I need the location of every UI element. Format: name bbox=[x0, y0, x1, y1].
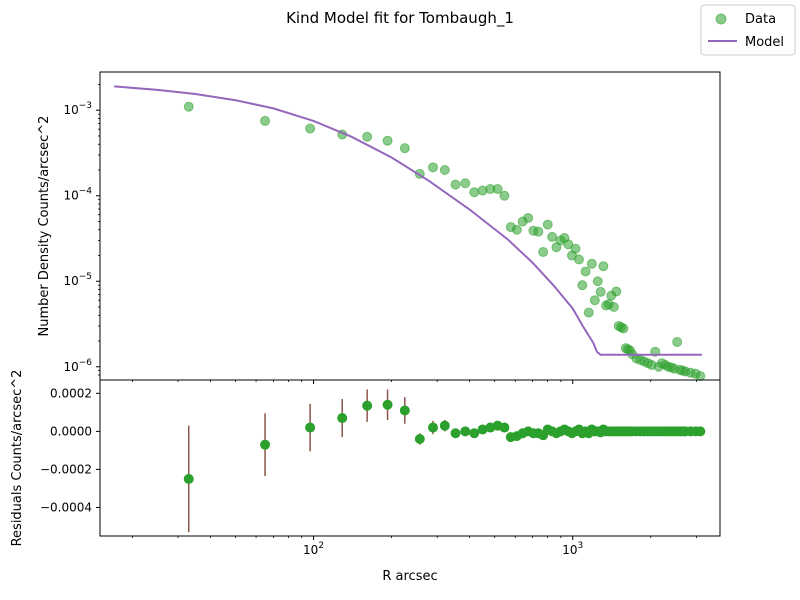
top-y-axis-label: Number Density Counts/arcsec^2 bbox=[37, 116, 52, 337]
top-y-tick-label: 10−5 bbox=[63, 272, 92, 288]
bottom-y-axis-label: Residuals Counts/arcsec^2 bbox=[10, 370, 25, 547]
data-point bbox=[399, 143, 410, 154]
bottom-y-tick-label: −0.0002 bbox=[40, 462, 92, 476]
data-point bbox=[469, 187, 480, 198]
legend-data-label: Data bbox=[745, 12, 776, 27]
bottom-y-tick-label: 0.0002 bbox=[50, 386, 92, 400]
residual-point bbox=[450, 428, 461, 439]
bottom-y-tick-label: −0.0004 bbox=[40, 500, 92, 514]
data-point bbox=[523, 212, 534, 223]
residual-point bbox=[469, 428, 480, 439]
data-point bbox=[608, 301, 619, 312]
data-point bbox=[492, 183, 503, 194]
chart-title: Kind Model fit for Tombaugh_1 bbox=[286, 9, 514, 28]
residual-point bbox=[382, 399, 393, 410]
bottom-y-ticks: 0.0002 0.0000 −0.0002 −0.0004 bbox=[40, 386, 100, 514]
data-point bbox=[672, 336, 683, 347]
data-point bbox=[577, 280, 588, 291]
bottom-panel: 0.0002 0.0000 −0.0002 −0.0004 102 103 Residu… bbox=[10, 370, 721, 584]
data-point bbox=[542, 219, 553, 230]
top-y-tick-label: 10−6 bbox=[63, 358, 92, 374]
data-point bbox=[547, 231, 558, 242]
data-point bbox=[595, 286, 606, 297]
data-point bbox=[586, 258, 597, 269]
top-y-tick-label: 10−4 bbox=[63, 187, 92, 203]
residual-point bbox=[337, 413, 348, 424]
residual-point bbox=[428, 422, 439, 433]
residual-point bbox=[399, 405, 410, 416]
data-point bbox=[611, 286, 622, 297]
x-ticks: 102 103 bbox=[131, 380, 697, 557]
data-point bbox=[538, 246, 549, 257]
x-tick-label: 102 bbox=[303, 541, 324, 557]
residual-point bbox=[695, 426, 706, 437]
data-point bbox=[598, 261, 609, 272]
residual-point bbox=[362, 400, 373, 411]
data-point bbox=[511, 224, 522, 235]
data-point bbox=[382, 135, 393, 146]
legend-model-label: Model bbox=[745, 35, 784, 50]
data-point bbox=[460, 178, 471, 189]
residual-point bbox=[260, 439, 271, 450]
data-point bbox=[362, 131, 373, 142]
top-panel: 10−3 10−4 10−5 10−6 Number Density Counts/a… bbox=[37, 71, 721, 381]
x-tick-label: 103 bbox=[562, 541, 583, 557]
top-y-tick-label: 10−3 bbox=[63, 101, 92, 117]
data-point bbox=[695, 370, 706, 381]
data-point bbox=[428, 162, 439, 173]
data-point bbox=[439, 165, 450, 176]
residual-point bbox=[414, 433, 425, 444]
data-point bbox=[499, 190, 510, 201]
data-point bbox=[583, 307, 594, 318]
data-point bbox=[450, 179, 461, 190]
data-point bbox=[618, 323, 629, 334]
data-point bbox=[580, 266, 591, 277]
data-point bbox=[183, 101, 194, 112]
residual-point bbox=[499, 422, 510, 433]
data-point bbox=[573, 254, 584, 265]
top-plot-frame bbox=[99, 71, 721, 381]
x-axis-label: R arcsec bbox=[382, 569, 437, 584]
top-y-ticks: 10−3 10−4 10−5 10−6 bbox=[63, 84, 100, 376]
data-point bbox=[533, 226, 544, 237]
bottom-data-marks bbox=[183, 389, 706, 533]
legend: Data Model bbox=[700, 4, 796, 56]
data-point bbox=[592, 276, 603, 287]
bottom-y-tick-label: 0.0000 bbox=[50, 424, 92, 438]
residual-point bbox=[460, 426, 471, 437]
top-data-marks bbox=[114, 85, 706, 381]
residual-point bbox=[305, 422, 316, 433]
bottom-plot-frame bbox=[99, 379, 721, 537]
data-point bbox=[260, 115, 271, 126]
legend-data-marker bbox=[715, 13, 727, 25]
data-point bbox=[570, 243, 581, 254]
residual-point bbox=[183, 473, 194, 484]
data-point bbox=[563, 239, 574, 250]
data-point bbox=[589, 295, 600, 306]
residual-point bbox=[439, 420, 450, 431]
model-line bbox=[114, 85, 702, 356]
data-point bbox=[305, 123, 316, 134]
